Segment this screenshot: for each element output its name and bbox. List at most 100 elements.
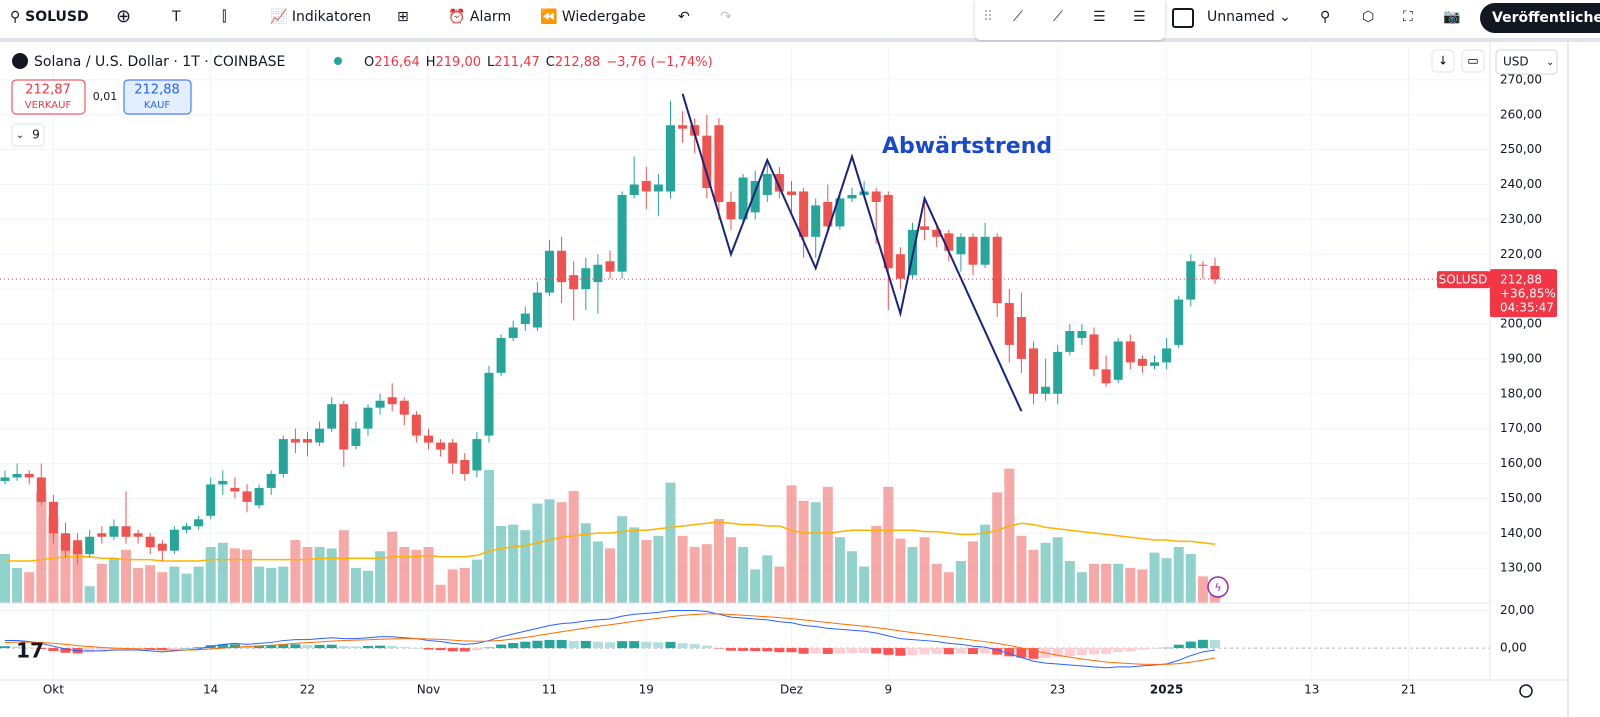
layout-icon[interactable] bbox=[1172, 8, 1194, 28]
maximize-button[interactable] bbox=[1461, 49, 1485, 73]
maximize-icon[interactable]: ▭ bbox=[1467, 54, 1478, 68]
volume-bar bbox=[484, 470, 494, 603]
candle-body bbox=[109, 526, 119, 537]
symbol-tag bbox=[1437, 271, 1490, 289]
macd-histogram-bar bbox=[762, 648, 773, 652]
macd-histogram-bar bbox=[689, 644, 700, 649]
settings-gear[interactable] bbox=[1519, 684, 1533, 698]
candle-body bbox=[339, 404, 349, 450]
candle-body bbox=[375, 400, 385, 408]
macd-histogram-bar bbox=[605, 642, 615, 649]
legend-symbol[interactable]: Solana / U.S. Dollar · 1T · COINBASE bbox=[34, 54, 285, 70]
candle-body bbox=[121, 526, 131, 537]
ray-tool[interactable]: ⟋ bbox=[1053, 9, 1063, 25]
macd-histogram-bar bbox=[738, 648, 749, 651]
volume-bar bbox=[375, 551, 386, 603]
settings-button[interactable]: ⬡ bbox=[1362, 9, 1375, 25]
y-tick-label: 220,00 bbox=[1500, 247, 1542, 261]
scroll-button[interactable] bbox=[1431, 49, 1455, 73]
candle-body bbox=[266, 473, 276, 488]
event-icon-glyph[interactable]: ϟ bbox=[1214, 581, 1221, 594]
alert-label[interactable]: Alarm bbox=[469, 9, 512, 25]
line-tool[interactable]: ⟋ bbox=[1013, 9, 1023, 25]
symbol-search[interactable]: ⚲ SOLUSD bbox=[10, 9, 89, 25]
scroll-icon[interactable]: ↓ bbox=[1438, 54, 1448, 68]
layout-menu[interactable]: Unnamed ⌄ bbox=[1207, 9, 1291, 25]
symbol[interactable]: SOLUSD bbox=[25, 9, 89, 25]
buy-label[interactable]: KAUF bbox=[144, 100, 171, 111]
redo-button[interactable]: ↷ bbox=[720, 9, 732, 25]
volume-bar bbox=[701, 544, 712, 603]
currency-chevron[interactable]: ⌄ bbox=[1546, 57, 1554, 68]
chart-background bbox=[0, 42, 1600, 717]
logo[interactable]: 17 bbox=[16, 639, 44, 663]
sell-button[interactable] bbox=[11, 79, 86, 115]
indicators-label[interactable]: Indikatoren bbox=[291, 9, 372, 25]
indicators-count[interactable]: 9 bbox=[32, 128, 40, 142]
buy-button[interactable] bbox=[123, 79, 192, 115]
y-tick-label: 130,00 bbox=[1500, 561, 1542, 575]
sell-label[interactable]: VERKAUF bbox=[25, 100, 72, 111]
candle-body bbox=[472, 439, 482, 471]
macd-histogram-bar bbox=[677, 643, 688, 649]
macd-histogram-bar bbox=[980, 648, 991, 654]
buy-price[interactable]: 212,88 bbox=[134, 83, 180, 98]
quick-search[interactable]: ⚲ bbox=[1320, 9, 1331, 25]
candle-body bbox=[980, 236, 990, 265]
candle-body bbox=[1029, 348, 1038, 394]
alert-button[interactable]: ⏰ Alarm bbox=[448, 9, 512, 25]
candle-body bbox=[895, 254, 905, 279]
currency-select[interactable] bbox=[1495, 49, 1558, 75]
replay-button[interactable]: ⏪ Wiedergabe bbox=[540, 9, 646, 25]
volume-bar bbox=[883, 486, 894, 603]
sell-price[interactable]: 212,87 bbox=[25, 83, 71, 98]
collapse-icon[interactable]: ⌄ bbox=[16, 130, 24, 141]
compare-button[interactable]: ⊕ bbox=[116, 6, 132, 27]
indicators-button[interactable]: 📈 Indikatoren bbox=[270, 9, 372, 25]
candle-body bbox=[315, 428, 325, 443]
candle-body bbox=[230, 487, 240, 492]
volume-bar bbox=[822, 486, 833, 603]
candle-body bbox=[750, 181, 760, 213]
x-tick-label: 22 bbox=[300, 683, 315, 697]
macd-histogram-bar bbox=[1113, 648, 1124, 653]
templates-button[interactable]: ⊞ bbox=[397, 9, 409, 25]
candle-body bbox=[605, 261, 615, 272]
annotation[interactable]: Abwärtstrend bbox=[882, 134, 1052, 159]
channel-tool[interactable]: ☰ bbox=[1133, 9, 1146, 25]
h-value: 219,00 bbox=[436, 55, 482, 70]
publish-button[interactable]: Veröffentlichen bbox=[1480, 3, 1600, 33]
macd-histogram-bar bbox=[60, 648, 71, 653]
candle-body bbox=[1041, 386, 1051, 394]
macd-histogram-bar bbox=[1028, 648, 1039, 659]
candle-body bbox=[36, 477, 46, 502]
macd-histogram-bar bbox=[217, 644, 228, 649]
candle-body bbox=[883, 194, 893, 269]
macd-histogram-bar bbox=[508, 643, 519, 649]
candle-body bbox=[1210, 265, 1220, 280]
volume-bar bbox=[1076, 572, 1087, 603]
candle-body bbox=[932, 229, 942, 237]
volume-bar bbox=[387, 531, 398, 603]
currency[interactable]: USD bbox=[1503, 55, 1529, 69]
candle-body bbox=[1137, 358, 1147, 366]
event-icon[interactable] bbox=[1207, 576, 1229, 598]
text-tool[interactable]: T bbox=[172, 9, 181, 25]
macd-histogram-bar bbox=[1161, 647, 1172, 649]
layout-name[interactable]: Unnamed bbox=[1207, 9, 1275, 25]
market-status[interactable] bbox=[334, 57, 342, 65]
indicators-toggle[interactable] bbox=[11, 123, 45, 147]
h-label: H bbox=[426, 55, 436, 70]
screenshot-button[interactable]: 📷 bbox=[1443, 9, 1461, 25]
symbol-icon bbox=[12, 53, 28, 69]
drag-handle[interactable]: ⠿ bbox=[983, 9, 994, 25]
undo-button[interactable]: ↶ bbox=[678, 9, 690, 25]
volume-bar bbox=[532, 503, 543, 603]
fib-tool[interactable]: ☰ bbox=[1093, 9, 1106, 25]
replay-label[interactable]: Wiedergabe bbox=[561, 9, 646, 25]
volume-bar bbox=[580, 523, 591, 603]
fullscreen-button[interactable]: ⛶ bbox=[1403, 9, 1413, 25]
chart-type-button[interactable]: ⫿ bbox=[222, 9, 227, 25]
macd-histogram-bar bbox=[375, 645, 386, 649]
